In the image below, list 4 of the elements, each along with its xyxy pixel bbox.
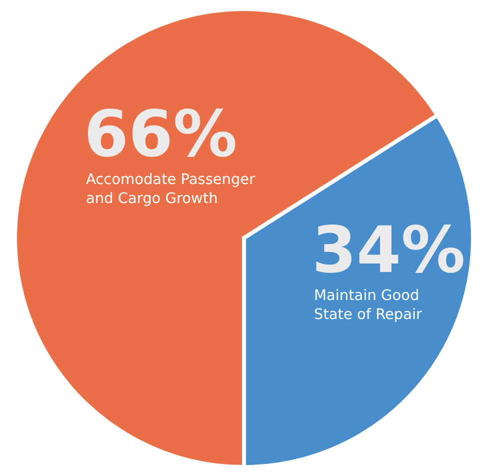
data-label: 66% (84, 98, 238, 172)
data-label: 34% (312, 214, 466, 288)
slice-label: Maintain Good State of Repair (314, 288, 422, 323)
slice-label: Accomodate Passenger and Cargo Growth (86, 172, 256, 207)
